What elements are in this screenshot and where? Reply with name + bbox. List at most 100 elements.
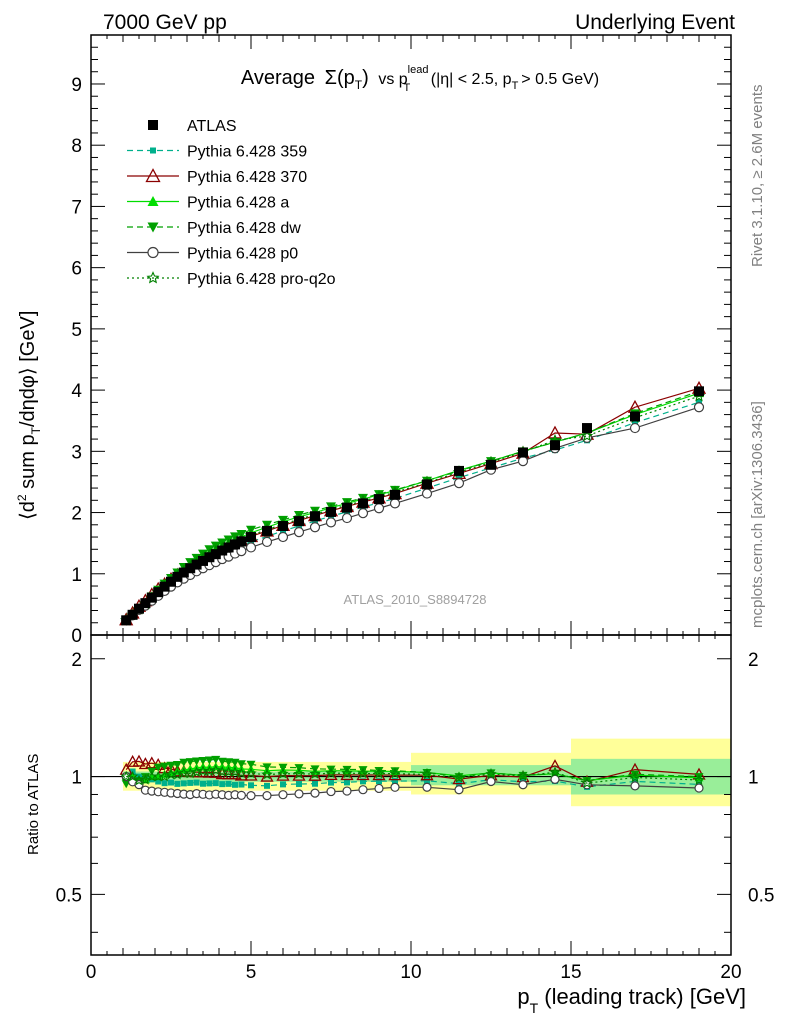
marker-triangle-down: [454, 773, 464, 782]
marker-small-square: [632, 419, 638, 426]
marker-triangle-down: [147, 222, 159, 233]
legend-label-pp0: Pythia 6.428 p0: [187, 246, 298, 263]
marker-square: [326, 506, 336, 517]
marker-open-circle: [550, 774, 560, 784]
marker-triangle-down: [224, 758, 234, 767]
title-cut-pt: > 0.5 GeV): [521, 71, 599, 88]
main-y-axis-label: ⟨d2 sum pT/dηdφ⟩ [GeV]: [15, 311, 43, 520]
marker-square: [582, 423, 592, 434]
marker-triangle-down: [358, 493, 368, 503]
marker-square: [204, 552, 215, 563]
y-tick-label: 0: [71, 626, 82, 647]
marker-open-star: [158, 770, 171, 782]
marker-small-square: [360, 778, 366, 785]
marker-open-triangle: [292, 768, 306, 781]
marker-square: [550, 440, 560, 451]
marker-open-star: [210, 764, 222, 776]
y-tick-label: 9: [71, 75, 82, 96]
marker-small-square: [232, 781, 238, 788]
marker-open-star: [245, 767, 257, 779]
title-lead-sub: T: [403, 82, 410, 94]
marker-open-star: [139, 774, 152, 785]
marker-open-circle: [261, 536, 273, 548]
marker-open-circle: [277, 531, 289, 543]
ratio-plot-series: [119, 754, 706, 801]
marker-open-circle: [421, 488, 433, 499]
marker-open-circle: [630, 781, 640, 791]
marker-small-square: [161, 780, 168, 787]
ratio-series-pq2o: [120, 764, 705, 789]
marker-triangle-down: [204, 756, 214, 765]
header-right: Underlying Event: [575, 11, 735, 34]
marker-open-triangle: [228, 767, 242, 780]
marker-small-square: [174, 780, 181, 787]
ratio-y-tick-label: 0.5: [56, 885, 82, 906]
marker-square: [178, 567, 189, 578]
marker-open-star: [453, 771, 465, 783]
x-tick-label: 10: [400, 962, 421, 983]
ratio-y-tick-label-right: 2: [748, 650, 759, 671]
marker-triangle-down: [422, 768, 432, 777]
legend-label-pa: Pythia 6.428 a: [187, 195, 289, 212]
marker-square: [191, 559, 202, 570]
marker-open-star: [373, 767, 385, 779]
marker-triangle-down: [326, 502, 336, 512]
marker-square: [223, 542, 234, 553]
title-sigma-sub: T: [355, 78, 363, 92]
marker-square: [294, 516, 304, 527]
marker-triangle-down: [153, 763, 163, 772]
marker-open-circle: [373, 503, 385, 514]
legend: ATLAS Pythia 6.428 359 Pythia 6.428 370 Pyt…: [127, 118, 336, 288]
marker-triangle-down: [630, 770, 640, 779]
legend-label-pq2o: Pythia 6.428 pro-q2o: [187, 271, 336, 288]
ratio-y-tick-label: 1: [71, 768, 82, 789]
series-pq2o: [119, 389, 706, 626]
marker-open-star: [580, 429, 594, 442]
marker-triangle-down: [217, 757, 227, 766]
marker-square: [127, 609, 138, 620]
marker-small-square: [206, 780, 213, 787]
marker-small-square: [248, 782, 254, 789]
marker-small-square: [219, 781, 226, 788]
marker-open-star: [629, 771, 641, 783]
y-tick-label: 5: [71, 320, 82, 341]
marker-open-circle: [147, 246, 159, 259]
marker-square: [236, 536, 247, 547]
marker-open-circle: [374, 783, 384, 794]
y-tick-label: 3: [71, 442, 82, 463]
marker-open-circle: [453, 478, 465, 489]
marker-open-star: [693, 774, 705, 785]
marker-open-circle: [390, 782, 400, 792]
marker-square: [630, 411, 640, 422]
y-tick-label: 8: [71, 136, 82, 157]
legend-label-pdw: Pythia 6.428 dw: [187, 220, 301, 237]
marker-small-square: [456, 474, 462, 481]
marker-square: [166, 576, 176, 587]
marker-open-triangle: [234, 768, 248, 781]
marker-triangle-down: [342, 498, 352, 508]
marker-square: [134, 603, 144, 614]
marker-open-star: [389, 767, 401, 779]
series-line-pq2o: [125, 395, 700, 621]
marker-open-circle: [422, 782, 432, 792]
y-tick-label: 4: [71, 381, 82, 402]
marker-square: [262, 525, 272, 536]
y-tick-label: 1: [71, 565, 82, 586]
marker-triangle-down: [262, 763, 272, 772]
series-p359: [123, 399, 702, 624]
marker-triangle-down: [310, 506, 320, 516]
series-line-pa: [125, 392, 700, 621]
marker-square: [159, 581, 170, 592]
marker-small-square: [264, 782, 270, 789]
marker-small-square: [168, 779, 174, 786]
marker-open-star: [309, 768, 321, 779]
title-lead-sup: lead: [408, 64, 429, 76]
marker-open-triangle: [308, 768, 322, 781]
series-line-p359: [125, 401, 700, 621]
marker-open-star: [357, 767, 369, 779]
marker-square: [230, 539, 240, 550]
marker-square: [121, 615, 132, 626]
marker-open-circle: [694, 783, 704, 793]
marker-triangle-down: [179, 758, 189, 767]
marker-square: [374, 494, 384, 505]
